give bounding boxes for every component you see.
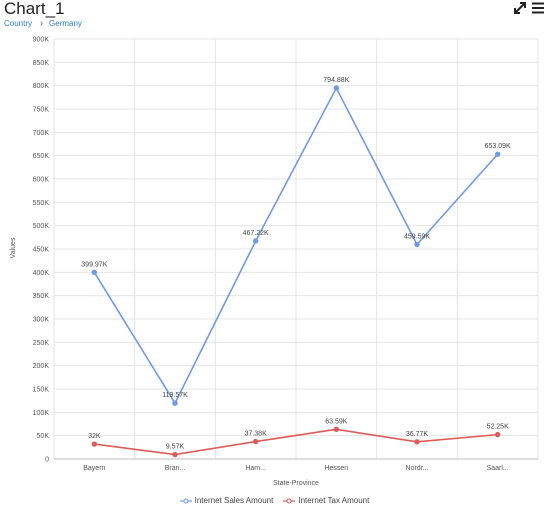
y-axis-label: Values xyxy=(10,237,17,258)
data-point[interactable] xyxy=(333,85,340,91)
legend-marker-tax xyxy=(283,498,296,503)
legend-marker-sales xyxy=(179,498,192,503)
hamburger-menu-icon[interactable] xyxy=(531,1,545,15)
data-label: 459.59K xyxy=(404,234,430,241)
data-point[interactable] xyxy=(252,238,259,244)
y-tick-label: 350K xyxy=(33,293,50,300)
data-label: 794.88K xyxy=(323,77,349,84)
data-label: 37.38K xyxy=(245,431,268,438)
y-tick-label: 900K xyxy=(33,37,50,44)
data-point[interactable] xyxy=(414,439,420,445)
breadcrumb: Country › Germany xyxy=(4,18,82,28)
breadcrumb-germany[interactable]: Germany xyxy=(49,18,82,28)
y-axis: 0 50K 100K 150K 200K 250K 300K 350K 400K 450K 500K… xyxy=(33,37,50,464)
y-tick-label: 150K xyxy=(33,387,50,394)
legend-label-tax: Internet Tax Amount xyxy=(298,496,370,505)
legend-item-sales[interactable]: Internet Sales Amount xyxy=(179,496,274,505)
x-tick-label: Hessen xyxy=(324,465,348,472)
expand-icon[interactable] xyxy=(513,1,527,15)
legend-item-tax[interactable]: Internet Tax Amount xyxy=(283,496,369,505)
data-label: 399.97K xyxy=(81,261,107,268)
y-tick-label: 400K xyxy=(33,270,50,277)
data-point[interactable] xyxy=(172,451,178,458)
data-label: 36.77K xyxy=(406,431,429,438)
data-point[interactable] xyxy=(91,441,98,447)
y-tick-label: 600K xyxy=(33,177,50,184)
data-label: 119.57K xyxy=(162,392,188,399)
series-line-0 xyxy=(93,86,499,405)
y-tick-label: 550K xyxy=(33,200,50,207)
data-label: 467.22K xyxy=(243,230,269,237)
legend-label-sales: Internet Sales Amount xyxy=(194,496,274,505)
chart-title: Chart_1 xyxy=(4,0,65,18)
legend: Internet Sales Amount Internet Tax Amoun… xyxy=(0,496,549,505)
y-tick-label: 450K xyxy=(33,247,50,254)
y-tick-label: 50K xyxy=(37,433,50,440)
data-label: 52.25K xyxy=(487,424,510,431)
data-point[interactable] xyxy=(252,438,259,445)
x-tick-label: Ham... xyxy=(245,465,266,472)
gridlines xyxy=(53,38,539,460)
y-tick-label: 500K xyxy=(33,223,50,230)
x-tick-label: Bran... xyxy=(165,465,186,472)
chevron-right-icon: › xyxy=(40,18,44,28)
x-tick-label: Nordr... xyxy=(406,465,429,472)
breadcrumb-country[interactable]: Country xyxy=(4,18,33,28)
y-tick-label: 0 xyxy=(45,457,49,464)
y-tick-label: 250K xyxy=(33,340,50,347)
y-tick-label: 300K xyxy=(33,317,50,324)
data-label: 63.59K xyxy=(325,418,348,425)
x-axis-label: State-Province xyxy=(273,480,319,487)
series-line-1 xyxy=(94,428,498,456)
data-point[interactable] xyxy=(494,151,501,157)
data-label: 9.57K xyxy=(166,444,185,451)
x-axis: Bayern Bran... Ham... Hessen Nordr... Saarl..… xyxy=(54,458,538,472)
y-tick-label: 750K xyxy=(33,107,50,114)
y-tick-label: 650K xyxy=(33,153,50,160)
x-tick-label: Bayern xyxy=(83,465,105,472)
data-point[interactable] xyxy=(91,269,98,276)
data-label: 653.09K xyxy=(485,143,511,150)
x-tick-label: Saarl... xyxy=(487,465,509,472)
y-tick-label: 700K xyxy=(33,130,50,137)
data-label: 32K xyxy=(88,433,101,440)
data-point[interactable] xyxy=(172,400,178,406)
y-tick-label: 850K xyxy=(33,60,50,67)
series-group: 399.97K 119.57K 467.22K 794.88K 459.59K 653.0… xyxy=(81,77,511,458)
data-point[interactable] xyxy=(414,241,420,248)
y-tick-label: 800K xyxy=(33,83,50,90)
y-tick-label: 100K xyxy=(33,410,50,417)
y-tick-label: 200K xyxy=(33,363,50,370)
data-point[interactable] xyxy=(333,426,340,433)
data-point[interactable] xyxy=(494,431,501,438)
